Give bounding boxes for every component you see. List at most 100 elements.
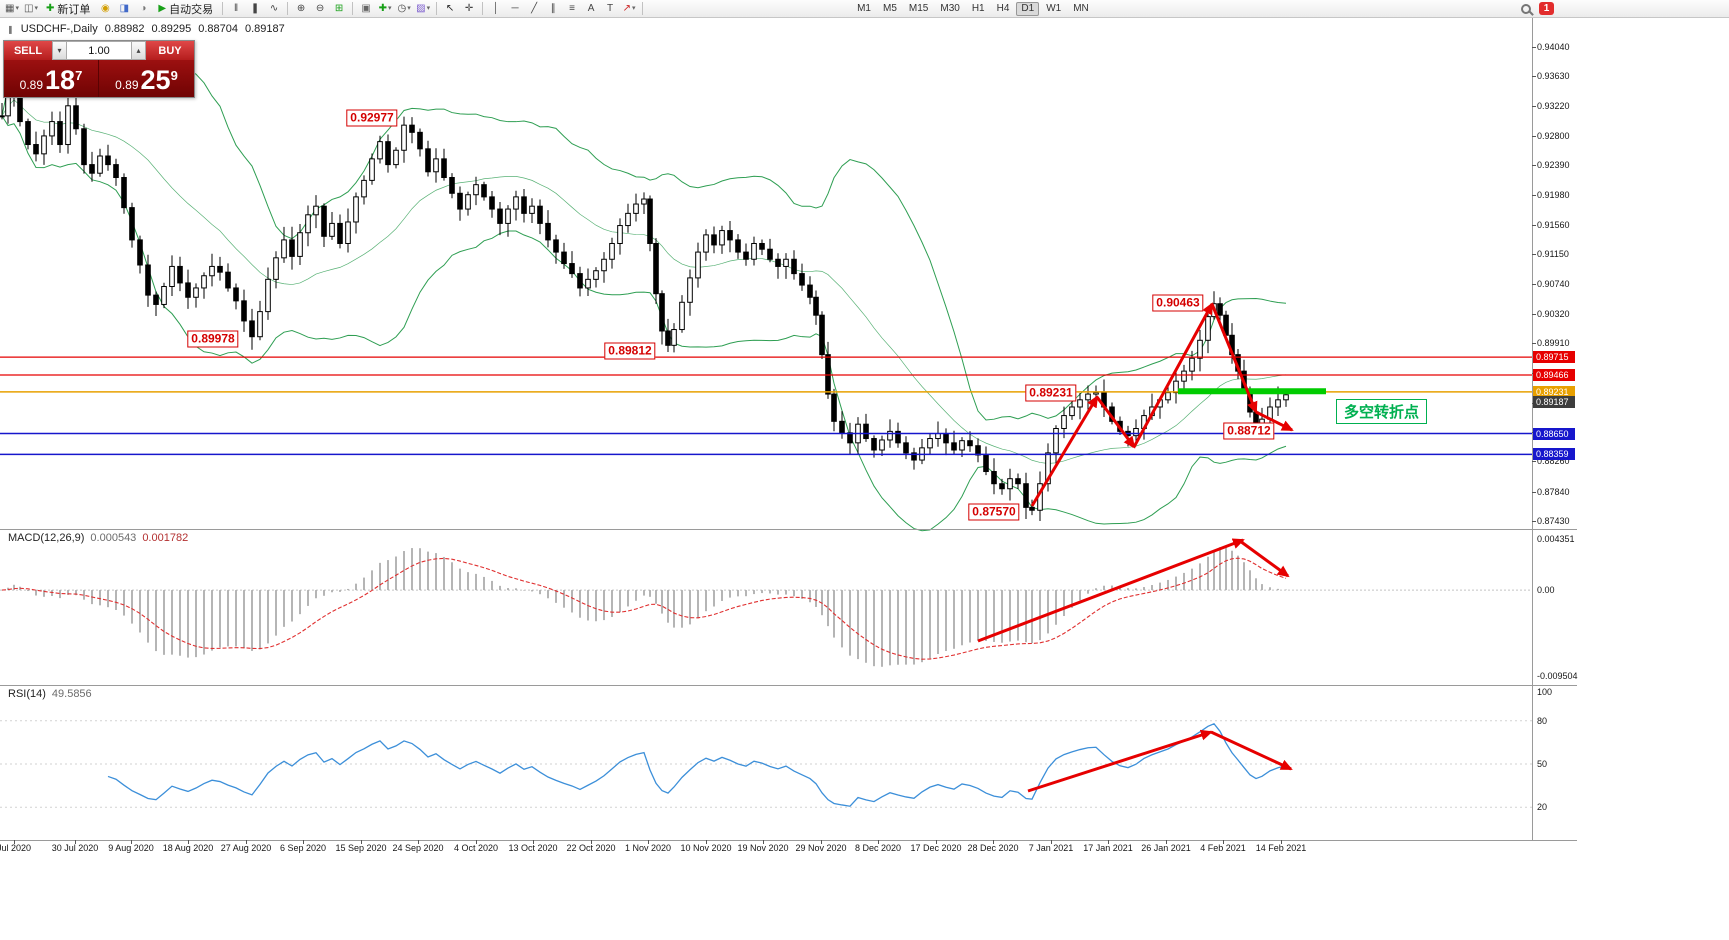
rsi-title: RSI(14): [8, 688, 46, 700]
dropdown-arrow-icon: ▾: [34, 5, 38, 12]
dropdown-arrow-icon: ▾: [407, 5, 411, 12]
autotrading-button[interactable]: ▶ 自动交易: [153, 1, 218, 16]
periods-icon: ◷: [397, 2, 407, 14]
channel-icon: ∥: [550, 2, 556, 14]
sell-button[interactable]: SELL: [4, 41, 52, 60]
timeframe-mn[interactable]: MN: [1073, 3, 1089, 14]
indicators-icon[interactable]: ✚ ▾: [376, 1, 394, 16]
timeframe-m15[interactable]: M15: [908, 3, 929, 14]
timeframe-m1[interactable]: M1: [857, 3, 871, 14]
trend-arrows-main: [1030, 302, 1294, 507]
line-chart-icon[interactable]: ∿: [265, 1, 283, 16]
horizontal-level-lines: [0, 356, 1532, 456]
timeframe-w1[interactable]: W1: [1046, 3, 1062, 14]
data-window-icon: ◨: [119, 2, 130, 14]
autotrading-button-label: 自动交易: [169, 3, 214, 16]
timeframe-m30[interactable]: M30: [940, 3, 960, 14]
dropdown-arrow-icon: ▾: [632, 5, 636, 12]
sell-price-point: 7: [75, 68, 83, 83]
text-icon: A: [587, 2, 595, 14]
navigator-icon: ◑: [140, 2, 147, 14]
market-watch-icon[interactable]: ◉: [96, 1, 114, 16]
candlestick-chart-icon[interactable]: ❚: [246, 1, 264, 16]
arrows-icon[interactable]: ↗ ▾: [620, 1, 638, 16]
horizontal-line-icon[interactable]: ─: [506, 1, 524, 16]
bar-chart-icon[interactable]: ‖: [227, 1, 245, 16]
buy-price-pips: 25: [140, 65, 171, 95]
timeframe-m5[interactable]: M5: [883, 3, 897, 14]
rsi-label: RSI(14) 49.5856: [8, 688, 92, 700]
ohlc-close: 0.89187: [245, 23, 285, 35]
candlestick-chart-icon: ❚: [250, 2, 260, 14]
vertical-line-icon: │: [492, 2, 500, 14]
navigator-icon[interactable]: ◑: [134, 1, 152, 16]
toolbar-separator: [642, 2, 644, 15]
sell-price-display[interactable]: 0.89 18 7: [4, 60, 99, 97]
ohlc-low: 0.88704: [198, 23, 238, 35]
sell-price-pips: 18: [45, 65, 76, 95]
macd-title: MACD(12,26,9): [8, 532, 85, 544]
cursor-icon: ↖: [445, 2, 455, 14]
panel-separator-main-macd[interactable]: [0, 529, 1577, 530]
buy-button[interactable]: BUY: [146, 41, 194, 60]
time-axis-line: [0, 840, 1577, 841]
bar-chart-icon: ‖: [234, 2, 239, 14]
macd-plot: [0, 547, 1532, 667]
trend-arrows-rsi: [1027, 729, 1293, 793]
zoom-out-icon[interactable]: ⊖: [311, 1, 329, 16]
tile-windows-icon[interactable]: ⊞: [330, 1, 348, 16]
rsi-value: 49.5856: [51, 688, 92, 700]
fibonacci-icon: ≡: [569, 2, 576, 14]
channel-icon[interactable]: ∥: [544, 1, 562, 16]
timeframe-group: M1 M5 M15 M30 H1 H4 D1 W1 MN: [852, 1, 1094, 16]
timeframe-h1[interactable]: H1: [971, 3, 985, 14]
timeframe-d1[interactable]: D1: [1016, 1, 1040, 16]
macd-value-signal: 0.001782: [142, 532, 189, 544]
volume-decrease-button[interactable]: ▾: [52, 41, 67, 60]
market-watch-icon: ◉: [101, 2, 110, 14]
buy-price-prefix: 0.89: [115, 78, 139, 92]
toolbar-separator: [482, 2, 484, 15]
periods-icon[interactable]: ◷ ▾: [395, 1, 413, 16]
volume-input[interactable]: 1.00: [67, 41, 131, 60]
notifications-badge[interactable]: 1: [1539, 2, 1554, 15]
trendline-icon: ╱: [531, 2, 538, 14]
buy-price-point: 9: [170, 68, 178, 83]
templates-icon: ▨: [416, 2, 426, 14]
volume-increase-button[interactable]: ▴: [131, 41, 146, 60]
toolbar-separator: [352, 2, 354, 15]
toolbar-right-group: 1: [1521, 2, 1554, 15]
templates-icon[interactable]: ▨ ▾: [414, 1, 432, 16]
vertical-line-icon[interactable]: │: [487, 1, 505, 16]
fibonacci-icon[interactable]: ≡: [563, 1, 581, 16]
cascade-windows-icon[interactable]: ▣: [357, 1, 375, 16]
sell-price-prefix: 0.89: [19, 78, 44, 92]
cursor-icon[interactable]: ↖: [441, 1, 459, 16]
zoom-in-icon[interactable]: ⊕: [292, 1, 310, 16]
data-window-icon[interactable]: ◨: [115, 1, 133, 16]
label-icon[interactable]: T: [601, 1, 619, 16]
toolbar-separator: [436, 2, 438, 15]
trend-arrows-macd: [977, 538, 1290, 643]
dropdown-arrow-icon: ▾: [426, 5, 431, 12]
profiles-icon: ◫: [24, 2, 34, 14]
timeframe-h4[interactable]: H4: [996, 3, 1010, 14]
crosshair-icon[interactable]: ✛: [460, 1, 478, 16]
new-order-button: ✚: [46, 3, 55, 14]
panel-separator-macd-rsi[interactable]: [0, 685, 1577, 686]
trendline-icon[interactable]: ╱: [525, 1, 543, 16]
crosshair-icon: ✛: [464, 2, 474, 14]
indicators-icon: ✚: [378, 2, 388, 14]
label-icon: T: [607, 2, 614, 14]
text-icon[interactable]: A: [582, 1, 600, 16]
new-order-button[interactable]: ✚ 新订单: [41, 1, 95, 16]
new-chart-icon[interactable]: ▦ ▾: [3, 1, 21, 16]
chart-ohlc-line: ❚ USDCHF-,Daily 0.88982 0.89295 0.88704 …: [7, 23, 285, 35]
search-icon[interactable]: [1521, 3, 1531, 14]
toolbar-separator: [222, 2, 224, 15]
buy-price-display[interactable]: 0.89 25 9: [99, 60, 194, 97]
profiles-icon[interactable]: ◫ ▾: [22, 1, 40, 16]
ohlc-high: 0.89295: [151, 23, 192, 35]
